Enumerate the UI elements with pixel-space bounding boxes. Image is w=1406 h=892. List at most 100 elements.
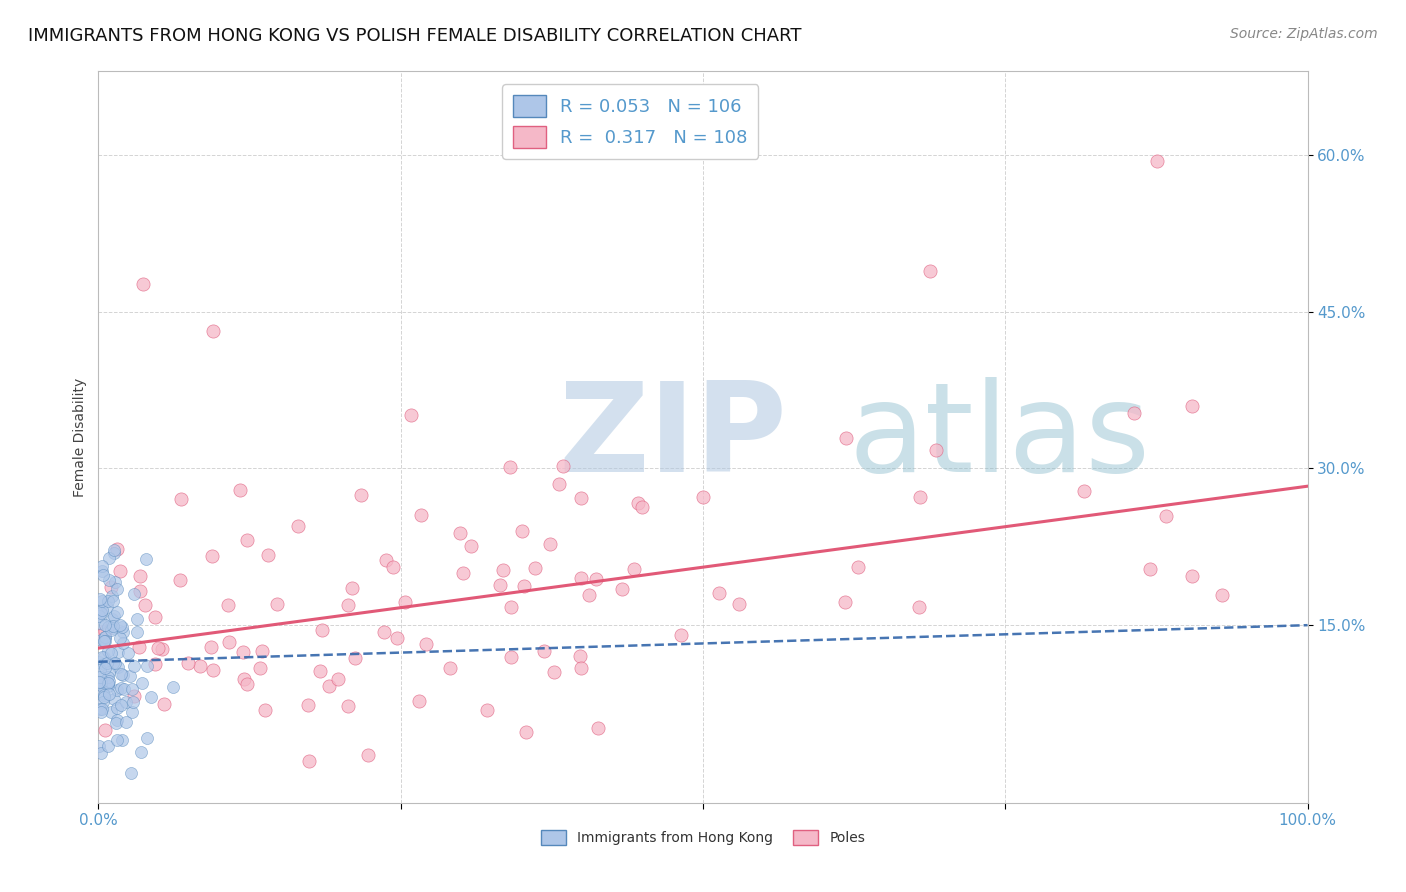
Point <box>257 548 280 562</box>
Point <box>201 325 224 339</box>
Point <box>90 702 112 716</box>
Point <box>381 559 404 574</box>
Point <box>548 476 571 491</box>
Point <box>108 632 131 646</box>
Point <box>1139 562 1161 576</box>
Point <box>105 582 128 597</box>
Point <box>101 590 124 604</box>
Point <box>93 657 115 672</box>
Point <box>569 571 592 585</box>
Text: Source: ZipAtlas.com: Source: ZipAtlas.com <box>1230 27 1378 41</box>
Point <box>117 646 139 660</box>
Point <box>569 649 592 664</box>
Point <box>569 661 592 675</box>
Point <box>90 675 112 690</box>
Point <box>394 595 416 609</box>
Point <box>1073 484 1095 499</box>
Point <box>128 640 150 654</box>
Point <box>97 680 120 694</box>
Point <box>1211 588 1233 602</box>
Point <box>87 674 110 689</box>
Point <box>492 563 515 577</box>
Point <box>139 690 162 704</box>
Point <box>100 646 122 660</box>
Point <box>97 644 120 658</box>
Point <box>93 567 115 582</box>
Point <box>143 657 166 671</box>
Point <box>104 656 127 670</box>
Legend: Immigrants from Hong Kong, Poles: Immigrants from Hong Kong, Poles <box>534 824 872 851</box>
Point <box>253 703 276 717</box>
Point <box>103 692 125 706</box>
Point <box>128 584 150 599</box>
Point <box>631 500 654 515</box>
Point <box>728 597 751 611</box>
Point <box>98 551 121 566</box>
Point <box>131 676 153 690</box>
Point <box>232 645 254 659</box>
Point <box>610 582 633 596</box>
Point <box>298 754 321 768</box>
Point <box>848 559 870 574</box>
Point <box>449 525 471 540</box>
Point <box>97 670 120 684</box>
Point <box>515 725 537 739</box>
Text: IMMIGRANTS FROM HONG KONG VS POLISH FEMALE DISABILITY CORRELATION CHART: IMMIGRANTS FROM HONG KONG VS POLISH FEMA… <box>28 27 801 45</box>
Point <box>835 431 858 445</box>
Point <box>97 620 120 634</box>
Point <box>340 581 363 595</box>
Point <box>401 408 423 422</box>
Point <box>1156 509 1178 524</box>
Point <box>122 659 145 673</box>
Point <box>129 745 152 759</box>
Point <box>489 578 512 592</box>
Point <box>201 549 224 563</box>
Point <box>129 568 152 582</box>
Point <box>93 689 115 703</box>
Point <box>350 488 373 502</box>
Point <box>551 458 574 473</box>
Point <box>218 634 240 648</box>
Point <box>233 672 256 686</box>
Point <box>907 600 929 615</box>
Point <box>543 665 565 680</box>
Point <box>374 552 396 566</box>
Point <box>94 661 117 675</box>
Point <box>385 631 408 645</box>
Point <box>910 490 932 504</box>
Point <box>90 606 112 620</box>
Point <box>100 612 122 626</box>
Point <box>510 524 533 538</box>
Point <box>90 705 112 719</box>
Point <box>108 617 131 632</box>
Point <box>1181 399 1204 413</box>
Point <box>249 660 271 674</box>
Point <box>236 533 259 548</box>
Point <box>235 677 257 691</box>
Point <box>93 649 115 664</box>
Point <box>91 650 114 665</box>
Point <box>121 681 143 696</box>
Point <box>94 631 117 645</box>
Point <box>105 542 128 557</box>
Point <box>451 566 474 581</box>
Point <box>100 581 122 595</box>
Point <box>91 594 114 608</box>
Point <box>499 460 522 475</box>
Text: ZIP: ZIP <box>558 376 786 498</box>
Point <box>834 595 856 609</box>
Point <box>115 714 138 729</box>
Point <box>89 702 111 716</box>
Point <box>326 672 349 686</box>
Point <box>93 634 115 648</box>
Point <box>93 723 115 737</box>
Point <box>104 575 127 590</box>
Point <box>90 746 112 760</box>
Point <box>89 615 111 630</box>
Point <box>87 655 110 669</box>
Point <box>229 483 252 497</box>
Point <box>287 519 309 533</box>
Point <box>373 625 395 640</box>
Y-axis label: Female Disability: Female Disability <box>73 377 87 497</box>
Point <box>110 681 132 695</box>
